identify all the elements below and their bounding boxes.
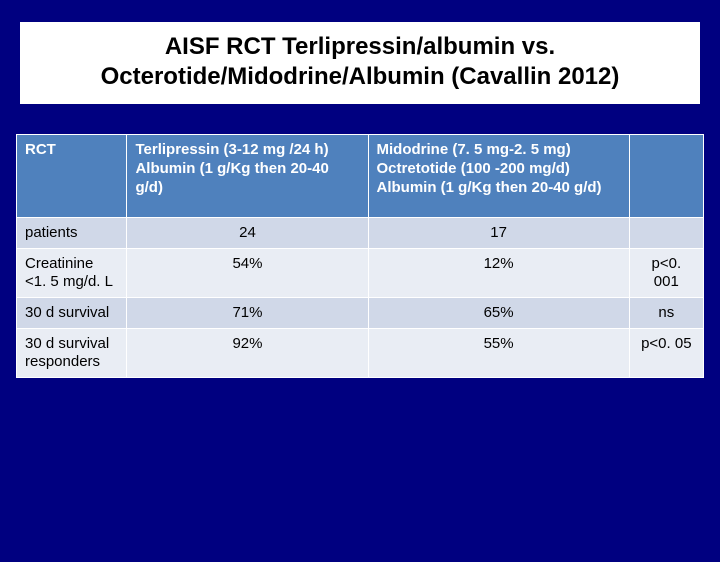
- table-header-row: RCT Terlipressin (3-12 mg /24 h)Albumin …: [17, 135, 704, 218]
- row-label: 30 d survival responders: [17, 329, 127, 378]
- row-value: 71%: [127, 298, 368, 329]
- row-value: 12%: [368, 249, 629, 298]
- table-row: Creatinine <1. 5 mg/d. L 54% 12% p<0. 00…: [17, 249, 704, 298]
- header-cell-rct: RCT: [17, 135, 127, 218]
- row-label: patients: [17, 218, 127, 249]
- header-cell-pvalue: [629, 135, 703, 218]
- row-value: 65%: [368, 298, 629, 329]
- row-label: 30 d survival: [17, 298, 127, 329]
- row-value: 54%: [127, 249, 368, 298]
- row-value: 55%: [368, 329, 629, 378]
- table-row: patients 24 17: [17, 218, 704, 249]
- header-cell-terlipressin: Terlipressin (3-12 mg /24 h)Albumin (1 g…: [127, 135, 368, 218]
- row-pvalue: p<0. 001: [629, 249, 703, 298]
- row-pvalue: [629, 218, 703, 249]
- table-row: 30 d survival responders 92% 55% p<0. 05: [17, 329, 704, 378]
- row-value: 24: [127, 218, 368, 249]
- header-cell-midodrine: Midodrine (7. 5 mg-2. 5 mg)Octretotide (…: [368, 135, 629, 218]
- slide-title: AISF RCT Terlipressin/albumin vs. Octero…: [36, 32, 684, 92]
- row-pvalue: p<0. 05: [629, 329, 703, 378]
- table-row: 30 d survival 71% 65% ns: [17, 298, 704, 329]
- row-value: 92%: [127, 329, 368, 378]
- comparison-table: RCT Terlipressin (3-12 mg /24 h)Albumin …: [16, 134, 704, 378]
- comparison-table-wrap: RCT Terlipressin (3-12 mg /24 h)Albumin …: [16, 134, 704, 378]
- title-box: AISF RCT Terlipressin/albumin vs. Octero…: [20, 22, 700, 104]
- row-label: Creatinine <1. 5 mg/d. L: [17, 249, 127, 298]
- row-pvalue: ns: [629, 298, 703, 329]
- row-value: 17: [368, 218, 629, 249]
